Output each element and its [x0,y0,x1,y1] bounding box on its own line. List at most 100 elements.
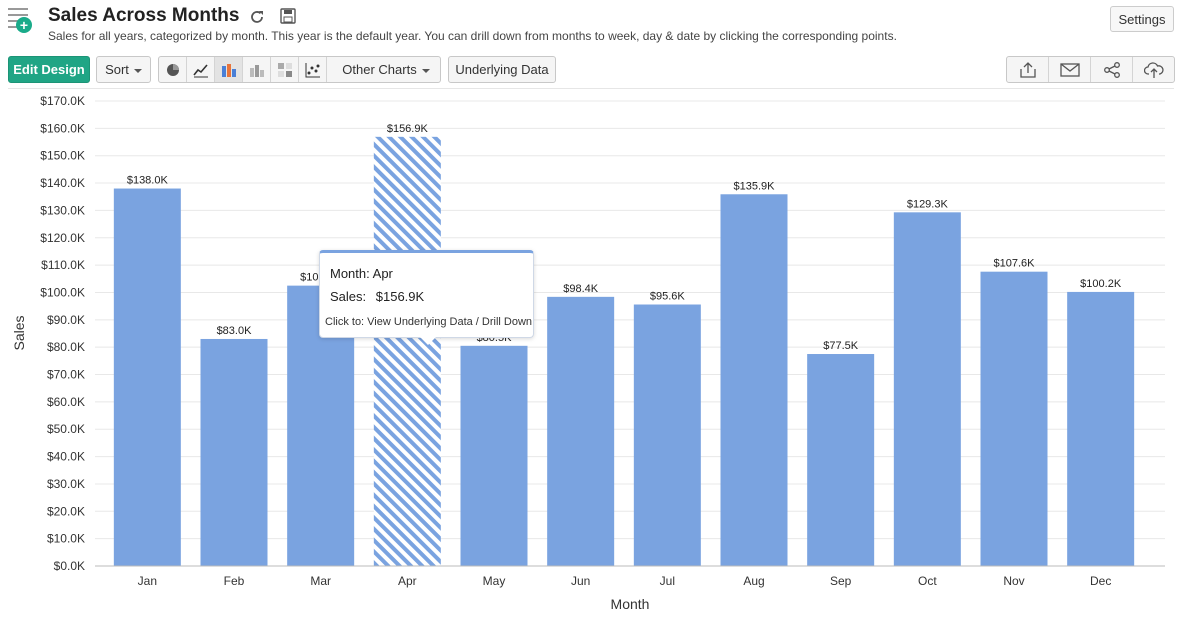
chart-type-selector: Other Charts [158,56,441,83]
y-tick-label: $170.0K [40,94,85,108]
x-tick-label: Jun [571,574,590,588]
y-tick-label: $20.0K [47,504,85,518]
tooltip-month-value: Apr [372,266,393,281]
pie-icon [167,64,179,76]
sales-bar-chart: $0.0K $10.0K $20.0K $30.0K $40.0K $50.0K $60.0… [11,94,1165,612]
line-chart-type-button[interactable] [187,57,215,82]
y-axis-ticks: $0.0K $10.0K $20.0K $30.0K $40.0K $50.0K $60.0… [40,94,85,573]
y-tick-label: $60.0K [47,395,85,409]
bar-nov[interactable] [980,271,1048,566]
heatmap-icon [278,63,292,77]
tooltip-sales-key: Sales: [330,289,367,304]
x-tick-label: Jan [138,574,157,588]
stacked-bar-icon [250,65,264,77]
y-tick-label: $100.0K [40,285,85,299]
tooltip-click-note[interactable]: Click to: View Underlying Data / Drill D… [325,316,533,328]
data-label-jul: $95.6K [650,291,686,303]
bar-feb[interactable] [200,338,268,566]
pie-chart-type-button[interactable] [159,57,187,82]
bar-may[interactable] [460,345,528,566]
publish-button[interactable] [1133,57,1175,82]
bar-apr[interactable] [373,136,441,567]
data-label-apr: $156.9K [387,123,429,135]
data-label-jun: $98.4K [563,283,599,295]
y-tick-label: $40.0K [47,450,85,464]
refresh-icon[interactable] [248,8,266,26]
heatmap-type-button[interactable] [271,57,299,82]
share-icon [1104,62,1120,78]
y-tick-label: $130.0K [40,203,85,217]
report-header: + Sales Across Months Sales for all year… [0,0,1180,50]
y-tick-label: $50.0K [47,422,85,436]
bar-chart-type-button[interactable] [215,57,243,82]
bar-jan[interactable] [113,188,181,566]
y-tick-label: $80.0K [47,340,85,354]
scatter-icon [305,63,320,78]
y-tick-label: $90.0K [47,313,85,327]
save-icon[interactable] [280,8,296,24]
page-subtitle: Sales for all years, categorized by mont… [48,29,897,43]
x-axis-ticks: Jan Feb Mar Apr May Jun Jul Aug Sep Oct Nov Dec [138,574,1112,588]
y-tick-label: $150.0K [40,149,85,163]
y-tick-label: $70.0K [47,368,85,382]
data-label-aug: $135.9K [734,180,776,192]
bar-aug[interactable] [720,194,788,566]
bar-oct[interactable] [893,212,961,566]
y-tick-label: $10.0K [47,532,85,546]
data-label-jan: $138.0K [127,175,169,187]
edit-design-button[interactable]: Edit Design [8,56,90,83]
share-button[interactable] [1091,57,1133,82]
data-label-feb: $83.0K [217,325,253,337]
export-icon [1020,62,1036,78]
underlying-data-button[interactable]: Underlying Data [448,56,556,83]
menu-add-icon[interactable]: + [8,6,32,33]
stacked-bar-type-button[interactable] [243,57,271,82]
data-label-oct: $129.3K [907,198,949,210]
data-label-sep: $77.5K [823,340,859,352]
tooltip-month-key: Month: [330,266,370,281]
x-tick-label: Aug [743,574,764,588]
x-tick-label: Mar [310,574,331,588]
email-button[interactable] [1049,57,1091,82]
x-tick-label: May [483,574,506,588]
x-tick-label: Dec [1090,574,1111,588]
x-tick-label: Sep [830,574,852,588]
bar-jun[interactable] [547,296,615,566]
x-tick-label: Jul [660,574,675,588]
publish-icon [1144,62,1164,78]
y-axis-title: Sales [11,315,27,350]
tooltip-sales-value: $156.9K [375,289,425,304]
y-tick-label: $120.0K [40,231,85,245]
data-label-dec: $100.2K [1080,278,1122,290]
y-tick-label: $140.0K [40,176,85,190]
toolbar: Edit Design Sort Other Charts Underlying… [0,54,1180,86]
data-label-nov: $107.6K [994,258,1036,270]
bar-sep[interactable] [807,354,875,566]
x-tick-label: Nov [1003,574,1024,588]
bars [113,136,1135,567]
x-tick-label: Oct [918,574,937,588]
scatter-type-button[interactable] [299,57,327,82]
chevron-down-icon [133,68,142,73]
chart-tooltip: Month: Apr Sales: $156.9K Click to: View… [319,250,534,345]
page-title: Sales Across Months [48,5,240,26]
share-toolbar [1006,56,1175,83]
y-tick-label: $0.0K [54,559,85,573]
x-axis-title: Month [611,596,650,612]
email-icon [1060,63,1080,77]
export-button[interactable] [1007,57,1049,82]
settings-button[interactable]: Settings [1110,6,1174,32]
other-charts-label: Other Charts [342,62,417,77]
header-divider [8,88,1174,89]
tooltip-arrow [420,337,436,345]
y-tick-label: $30.0K [47,477,85,491]
bar-dec[interactable] [1067,291,1135,566]
sort-button[interactable]: Sort [96,56,151,83]
x-tick-label: Feb [224,574,245,588]
bar-jul[interactable] [633,304,701,566]
sort-label: Sort [105,62,129,77]
bar-chart-icon [222,64,236,77]
y-tick-label: $160.0K [40,121,85,135]
x-tick-label: Apr [398,574,417,588]
other-charts-dropdown[interactable]: Other Charts [331,57,441,82]
